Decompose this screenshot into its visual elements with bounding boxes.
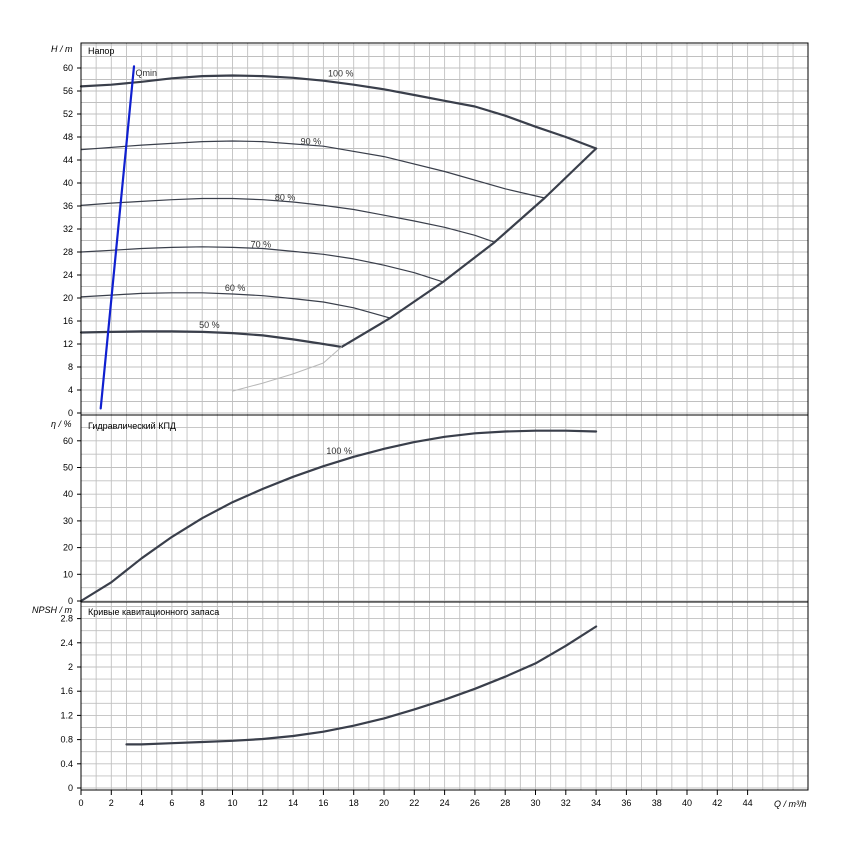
y-tick-label: 20 — [63, 543, 73, 553]
x-tick-label: 34 — [591, 798, 601, 808]
curve-Qmin — [99, 65, 136, 410]
x-tick-label: 10 — [227, 798, 237, 808]
y-tick-label: 1.2 — [60, 710, 73, 720]
curve-100 — [79, 429, 598, 603]
x-tick-label: 6 — [169, 798, 174, 808]
x-tick-label: 38 — [652, 798, 662, 808]
flow-axis-label: Q / m³/h — [774, 799, 807, 809]
x-tick-label: 24 — [440, 798, 450, 808]
x-tick-label: 22 — [409, 798, 419, 808]
y-tick-label: 4 — [68, 385, 73, 395]
y-tick-label: 1.6 — [60, 686, 73, 696]
curve-label: 70 % — [251, 239, 272, 249]
panel-npsh-title: Кривые кавитационного запаса — [88, 607, 219, 617]
y-tick-label: 2 — [68, 662, 73, 672]
y-tick-label: 40 — [63, 489, 73, 499]
y-tick-label: 10 — [63, 569, 73, 579]
curve-label: 50 % — [199, 320, 220, 330]
curves-layer — [79, 65, 598, 746]
curve-50 — [79, 330, 343, 348]
curve-line — [125, 625, 598, 746]
efficiency-axis-label: η / % — [51, 419, 72, 429]
x-tick-label: 32 — [561, 798, 571, 808]
grid-layer — [80, 43, 808, 790]
y-tick-label: 8 — [68, 362, 73, 372]
y-tick-label: 30 — [63, 516, 73, 526]
y-tick-label: 16 — [63, 316, 73, 326]
x-tick-label: 16 — [318, 798, 328, 808]
npsh-axis-label: NPSH / m — [32, 605, 73, 615]
y-tick-label: 0 — [68, 783, 73, 793]
panel-head-title: Напор — [88, 46, 114, 56]
y-tick-label: 60 — [63, 63, 73, 73]
x-tick-label: 8 — [200, 798, 205, 808]
x-tick-label: 44 — [743, 798, 753, 808]
axes-layer — [77, 42, 809, 795]
curve-label: 80 % — [275, 192, 296, 202]
curve-label: 90 % — [301, 136, 322, 146]
y-tick-label: 2.8 — [60, 614, 73, 624]
head-axis-label: H / m — [51, 44, 73, 54]
y-tick-label: 0 — [68, 408, 73, 418]
x-tick-label: 36 — [621, 798, 631, 808]
x-tick-label: 26 — [470, 798, 480, 808]
curve-label: 60 % — [225, 283, 246, 293]
x-tick-label: 20 — [379, 798, 389, 808]
curve-line — [340, 147, 598, 348]
x-tick-label: 30 — [530, 798, 540, 808]
x-tick-label: 0 — [78, 798, 83, 808]
curve-label: 100 % — [326, 446, 352, 456]
y-tick-label: 52 — [63, 109, 73, 119]
x-tick-label: 40 — [682, 798, 692, 808]
curve-label: Qmin — [136, 68, 158, 78]
curve-line — [232, 346, 343, 392]
y-tick-label: 40 — [63, 178, 73, 188]
y-tick-label: 0.4 — [60, 759, 73, 769]
curve-60 — [80, 292, 391, 319]
y-tick-label: 12 — [63, 339, 73, 349]
text-layer: Напор Гидравлический КПД Кривые кавитаци… — [32, 44, 807, 809]
y-tick-label: 60 — [63, 436, 73, 446]
x-tick-label: 4 — [139, 798, 144, 808]
y-tick-label: 56 — [63, 86, 73, 96]
panel-efficiency-title: Гидравлический КПД — [88, 421, 176, 431]
y-tick-label: 36 — [63, 201, 73, 211]
curve-80 — [80, 197, 496, 243]
x-tick-label: 2 — [109, 798, 114, 808]
y-tick-label: 48 — [63, 132, 73, 142]
x-tick-label: 42 — [712, 798, 722, 808]
y-tick-label: 20 — [63, 293, 73, 303]
x-tick-label: 12 — [258, 798, 268, 808]
x-tick-label: 18 — [349, 798, 359, 808]
y-tick-label: 0 — [68, 596, 73, 606]
y-tick-label: 28 — [63, 247, 73, 257]
y-tick-label: 44 — [63, 155, 73, 165]
y-tick-label: 0.8 — [60, 735, 73, 745]
curve-70 — [80, 246, 444, 283]
x-tick-label: 28 — [500, 798, 510, 808]
y-tick-label: 2.4 — [60, 638, 73, 648]
x-tick-label: 14 — [288, 798, 298, 808]
curve-label: 100 % — [328, 69, 354, 79]
y-tick-label: 32 — [63, 224, 73, 234]
curve-100 — [79, 74, 598, 150]
y-tick-label: 24 — [63, 270, 73, 280]
curve-90 — [80, 140, 546, 199]
y-tick-label: 50 — [63, 463, 73, 473]
